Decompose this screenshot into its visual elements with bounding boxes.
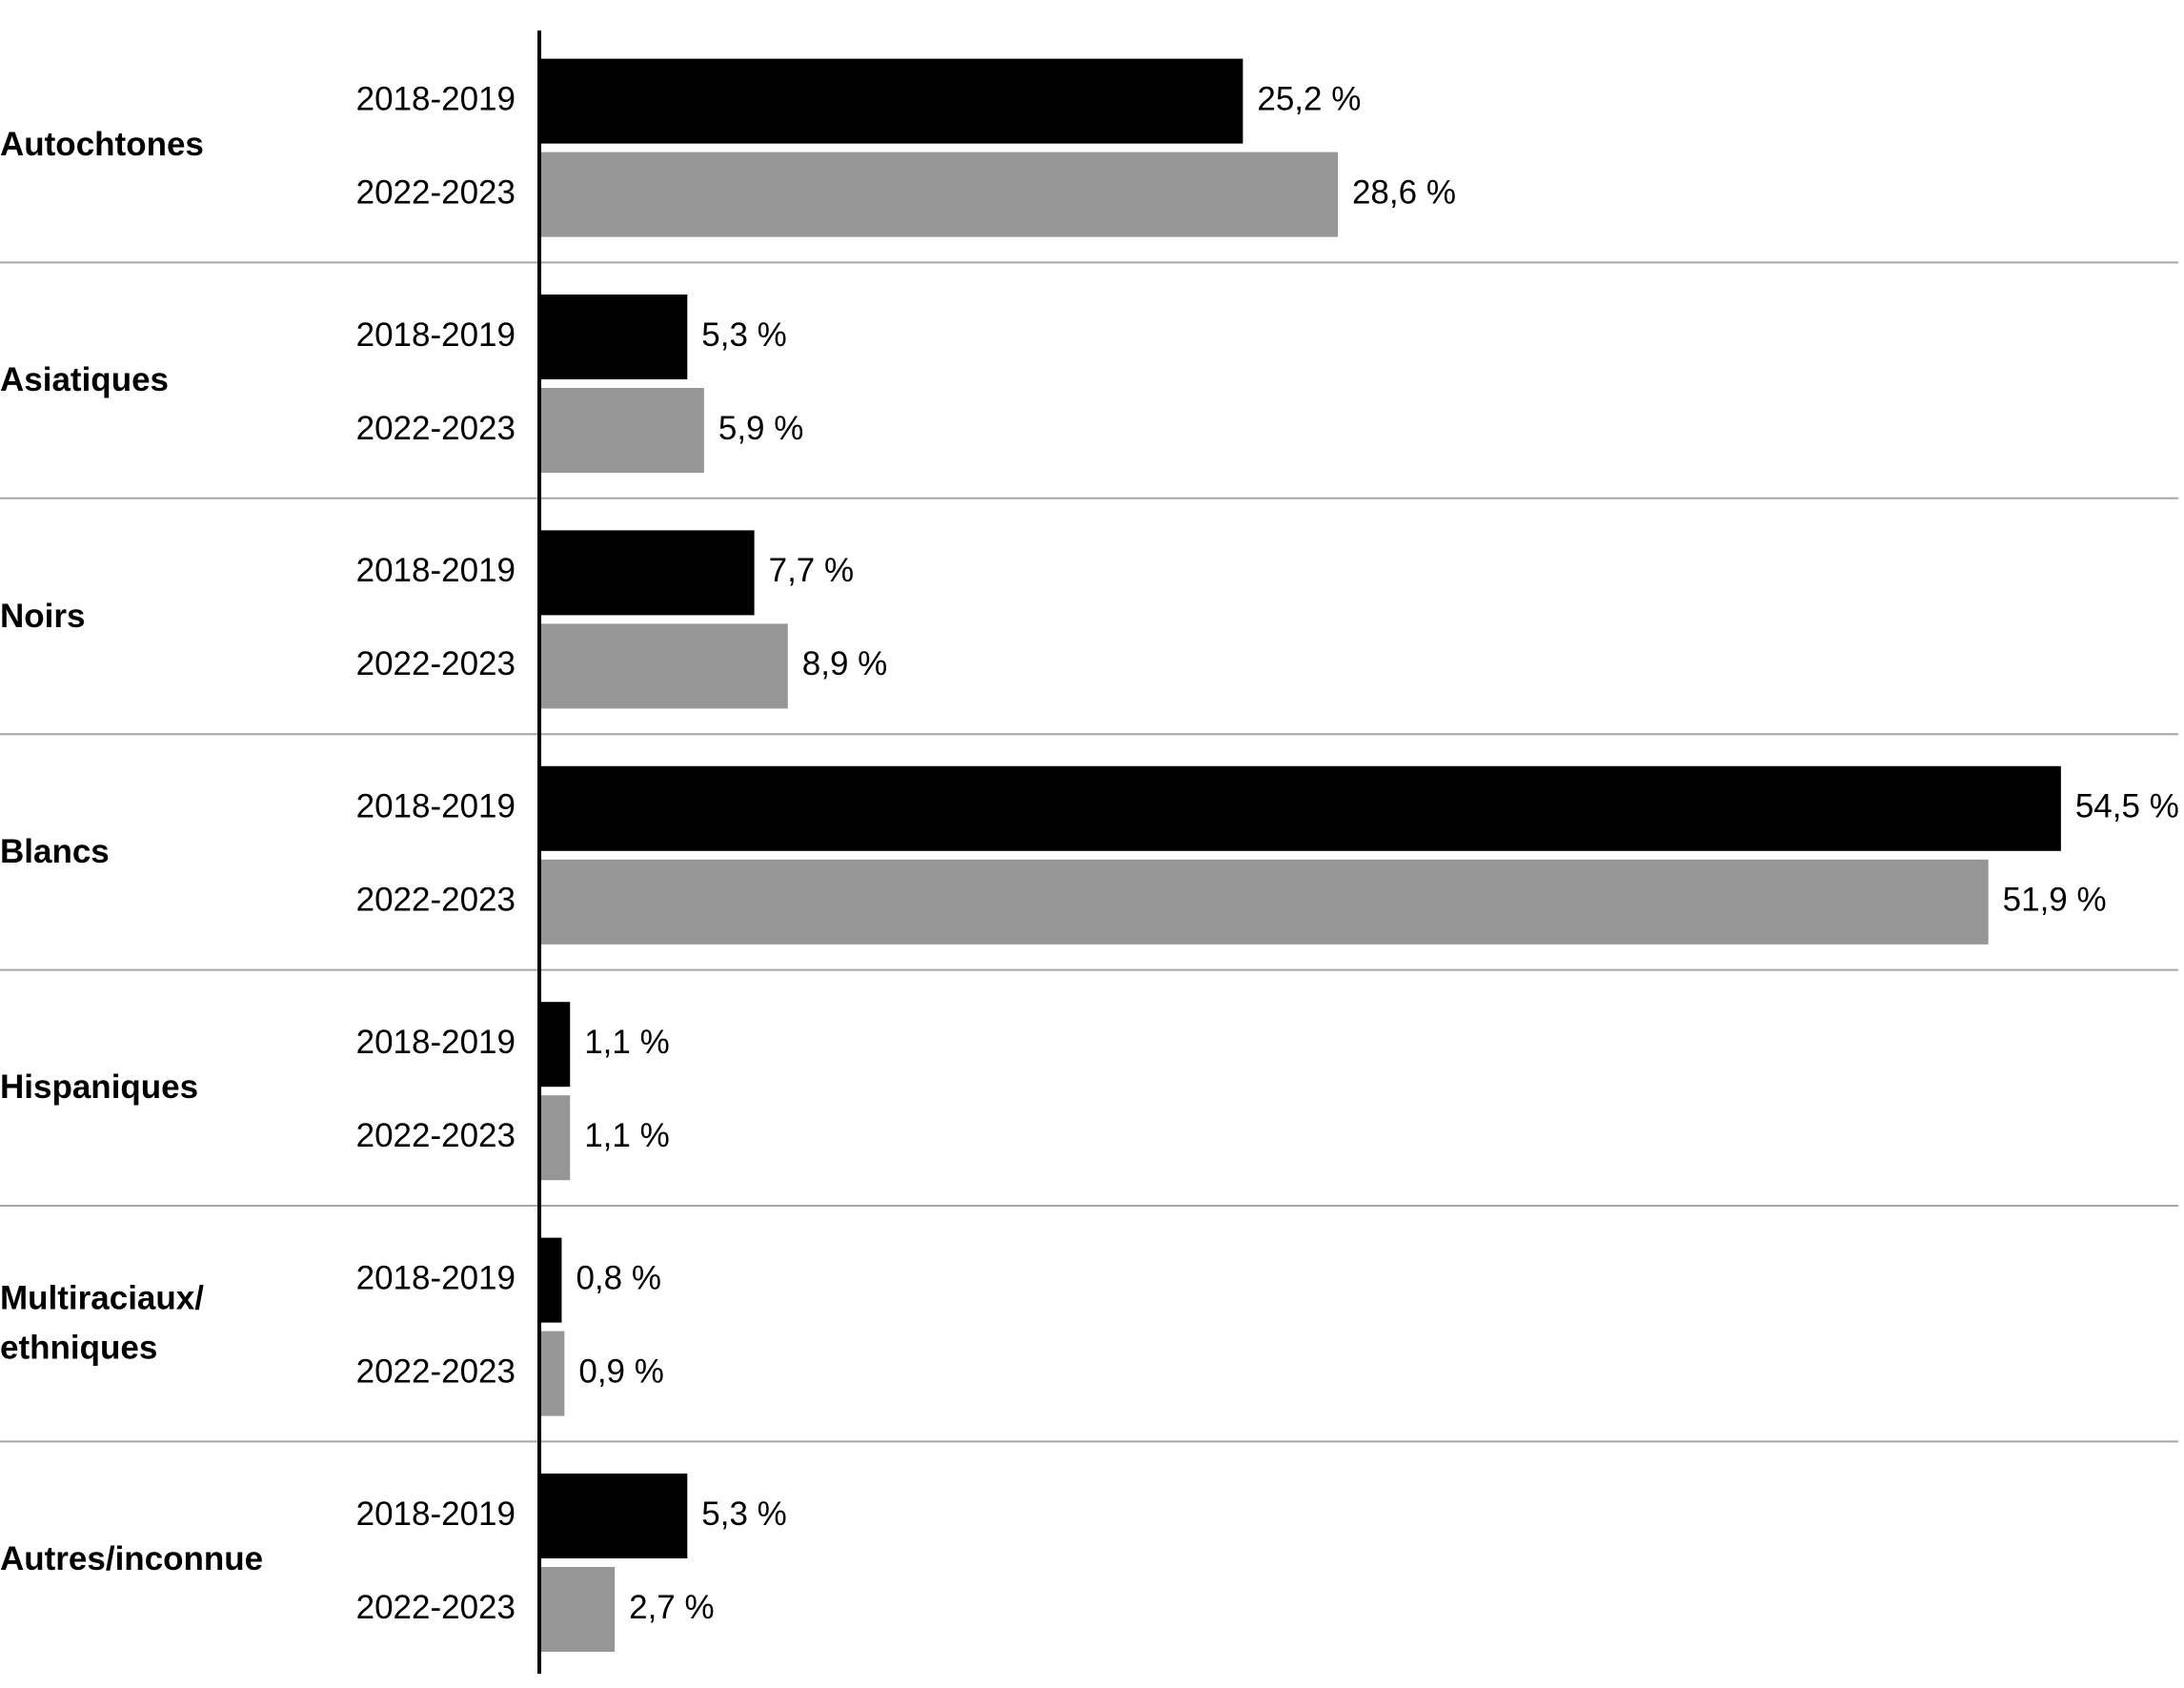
value-label: 0,9 %: [578, 1352, 664, 1390]
series-label: 2018-2019: [356, 316, 516, 354]
series-label: 2022-2023: [356, 410, 516, 447]
bar: [539, 1002, 571, 1088]
series-label: 2022-2023: [356, 882, 516, 919]
series-label: 2022-2023: [356, 1117, 516, 1154]
series-label: 2018-2019: [356, 80, 516, 117]
series-label: 2022-2023: [356, 645, 516, 682]
category-label: Noirs: [0, 597, 86, 635]
series-label: 2018-2019: [356, 1495, 516, 1533]
value-label: 5,3 %: [701, 1495, 787, 1533]
value-label: 54,5 %: [2075, 788, 2179, 825]
bar: [539, 1095, 571, 1181]
value-label: 51,9 %: [2003, 882, 2107, 919]
category-label: Autochtones: [0, 125, 204, 163]
bar: [539, 1567, 616, 1652]
series-label: 2018-2019: [356, 1024, 516, 1061]
series-label: 2022-2023: [356, 1589, 516, 1626]
bar: [539, 295, 688, 379]
bar: [539, 152, 1338, 237]
value-label: 0,8 %: [576, 1259, 661, 1296]
bar: [539, 765, 2061, 851]
bar: [539, 388, 704, 473]
series-label: 2022-2023: [356, 173, 516, 211]
value-label: 28,6 %: [1352, 173, 1456, 211]
bar: [539, 58, 1244, 144]
value-label: 5,9 %: [718, 410, 804, 447]
series-label: 2022-2023: [356, 1352, 516, 1390]
category-label: Blancs: [0, 832, 110, 870]
bar: [539, 1331, 565, 1416]
bar: [539, 1474, 688, 1558]
bar: [539, 623, 788, 709]
category-label: Autres/inconnue: [0, 1539, 264, 1577]
category-label: Hispaniques: [0, 1068, 199, 1107]
series-label: 2018-2019: [356, 1259, 516, 1296]
category-label: Multiraciaux/ ethniques: [0, 1279, 204, 1367]
value-label: 1,1 %: [584, 1024, 670, 1061]
value-label: 7,7 %: [769, 552, 855, 589]
value-label: 5,3 %: [701, 316, 787, 354]
bar: [539, 1237, 562, 1323]
value-label: 1,1 %: [584, 1117, 670, 1154]
bar: [539, 859, 1989, 945]
value-label: 25,2 %: [1257, 80, 1361, 117]
series-label: 2018-2019: [356, 552, 516, 589]
bar: [539, 530, 755, 616]
value-label: 8,9 %: [802, 645, 888, 682]
value-label: 2,7 %: [629, 1589, 715, 1626]
series-label: 2018-2019: [356, 788, 516, 825]
category-label: Asiatiques: [0, 360, 169, 398]
